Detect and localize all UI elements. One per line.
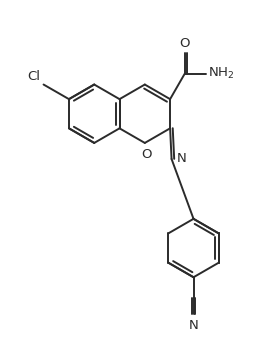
Text: NH$_2$: NH$_2$ xyxy=(208,66,234,81)
Text: O: O xyxy=(141,148,151,161)
Text: Cl: Cl xyxy=(27,70,40,83)
Text: N: N xyxy=(177,152,187,165)
Text: N: N xyxy=(189,319,198,332)
Text: O: O xyxy=(179,37,190,50)
